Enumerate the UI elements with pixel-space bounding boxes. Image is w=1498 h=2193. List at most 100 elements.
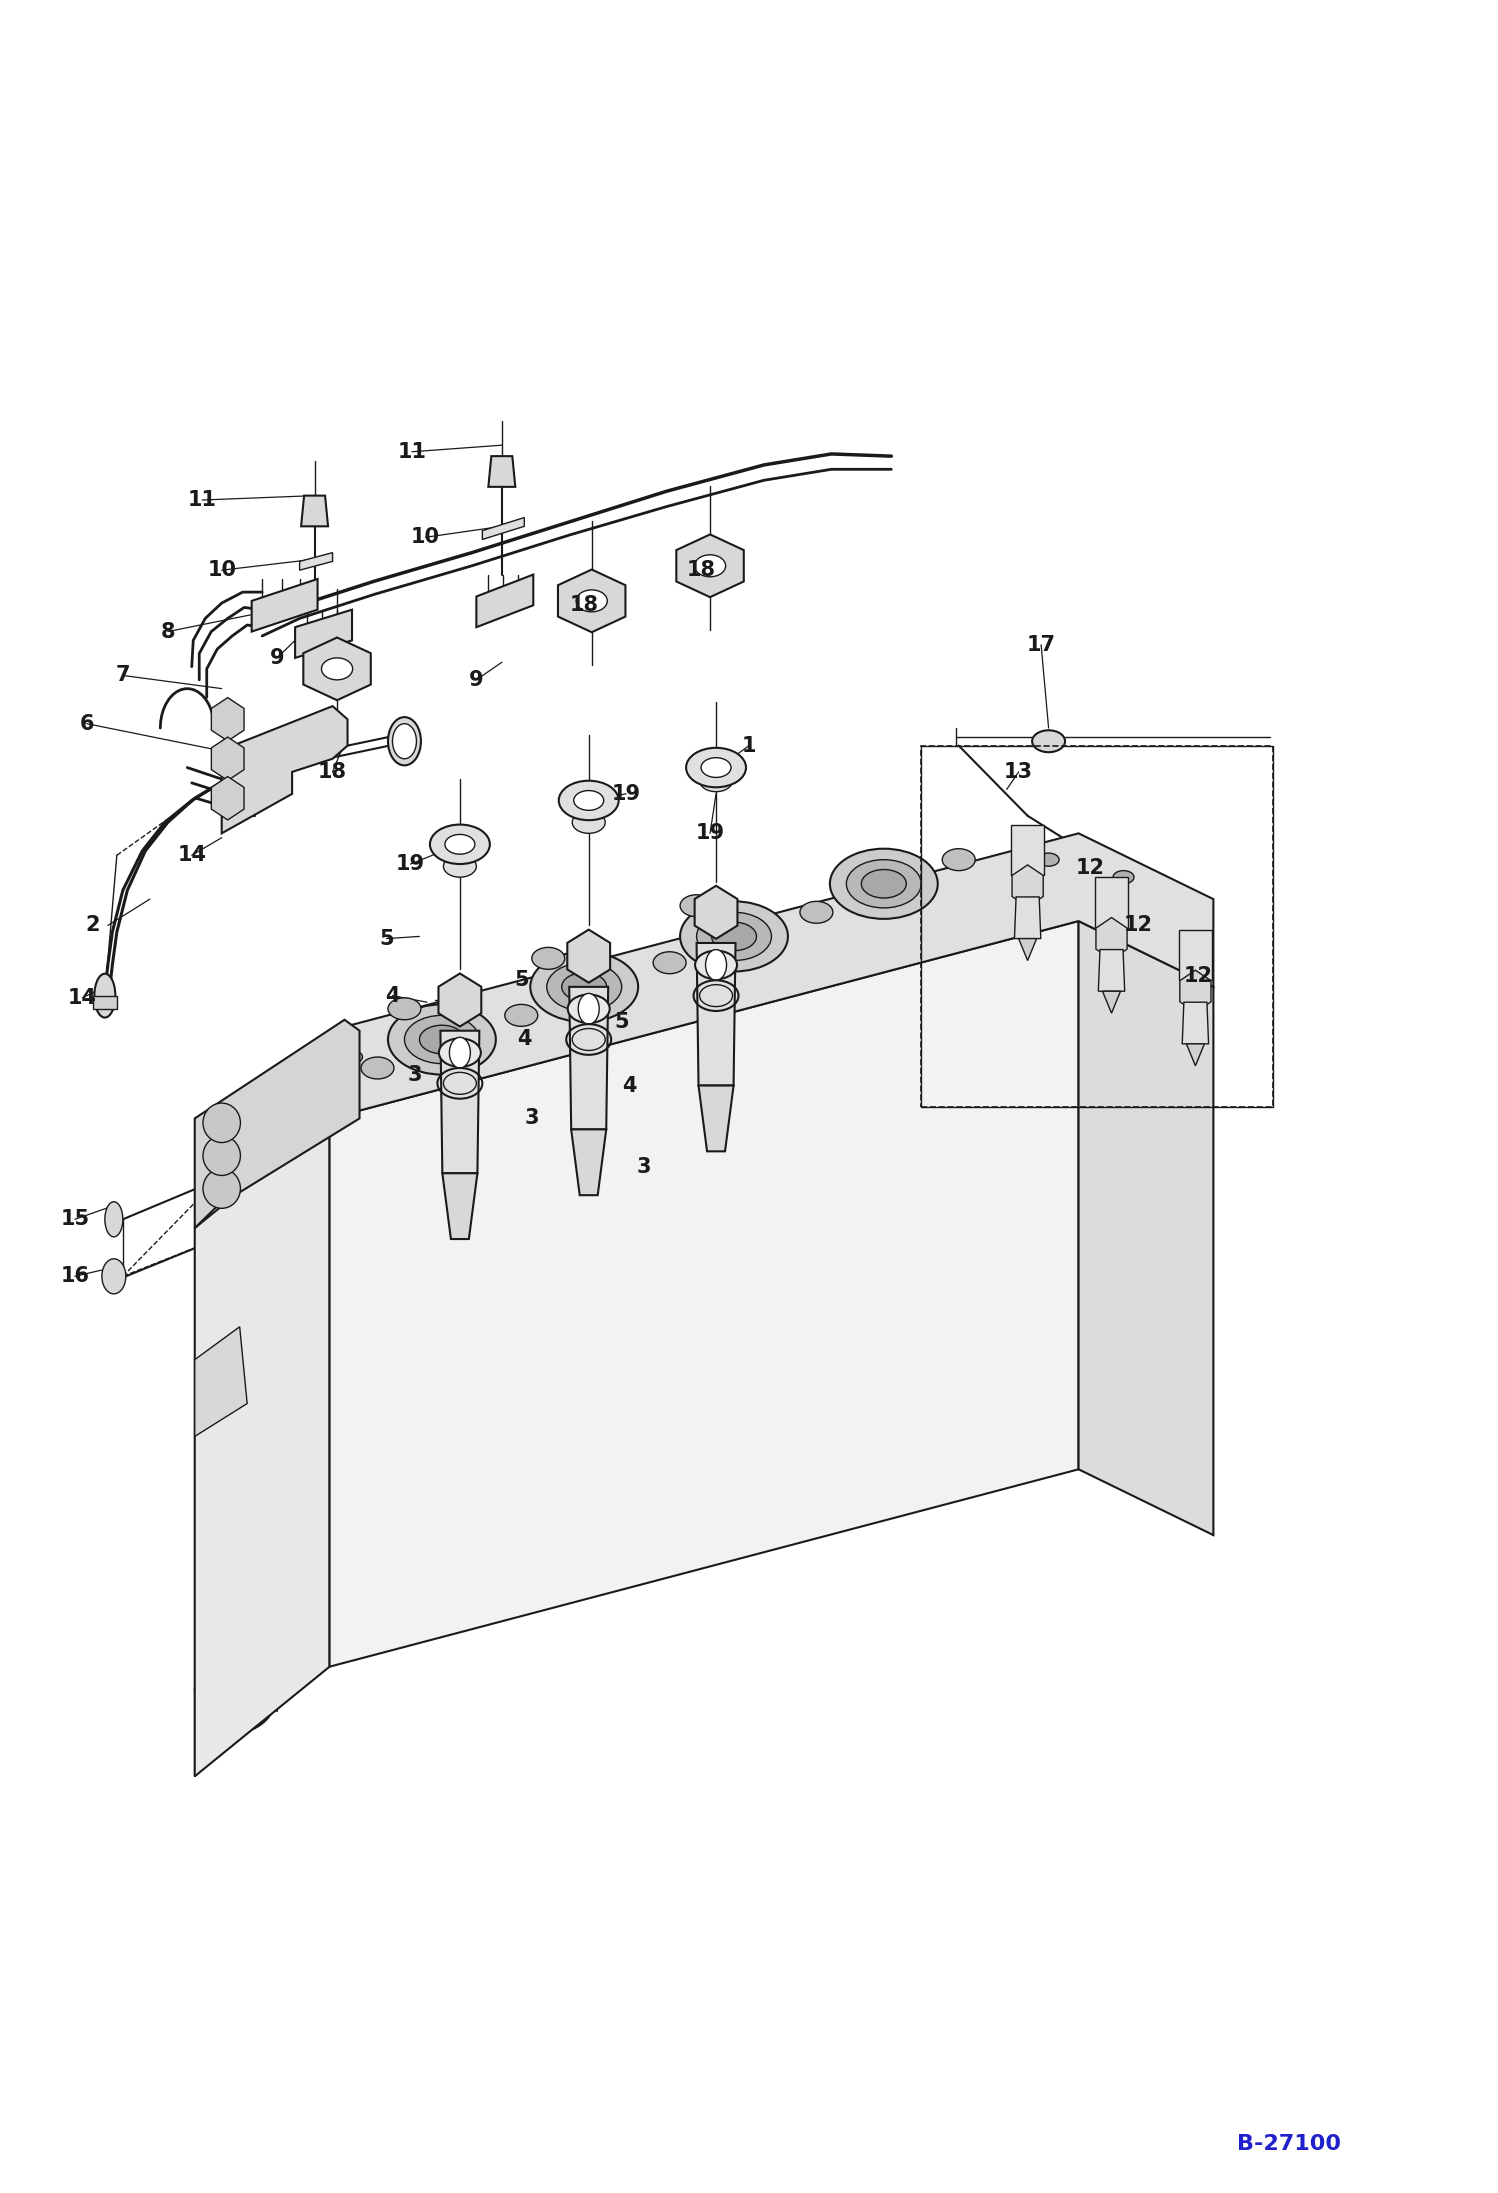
- Circle shape: [102, 1259, 126, 1294]
- Polygon shape: [1011, 825, 1044, 875]
- Ellipse shape: [559, 781, 619, 820]
- Ellipse shape: [530, 952, 638, 1022]
- Polygon shape: [330, 921, 1079, 1667]
- Text: 16: 16: [60, 1265, 90, 1287]
- Ellipse shape: [547, 963, 622, 1011]
- Ellipse shape: [439, 1037, 481, 1066]
- Polygon shape: [1097, 917, 1126, 961]
- Ellipse shape: [202, 1136, 240, 1175]
- Polygon shape: [1013, 864, 1043, 908]
- Text: 5: 5: [514, 969, 529, 991]
- Circle shape: [578, 993, 599, 1024]
- Circle shape: [392, 724, 416, 759]
- Ellipse shape: [1032, 730, 1065, 752]
- Text: 10: 10: [410, 526, 440, 548]
- Ellipse shape: [577, 590, 607, 612]
- Ellipse shape: [572, 811, 605, 833]
- Ellipse shape: [388, 717, 421, 765]
- Ellipse shape: [1113, 871, 1134, 884]
- Ellipse shape: [562, 974, 607, 1000]
- Text: 19: 19: [611, 783, 641, 805]
- Ellipse shape: [653, 952, 686, 974]
- Text: 7: 7: [115, 664, 130, 686]
- Ellipse shape: [361, 1057, 394, 1079]
- Ellipse shape: [94, 974, 115, 1018]
- Polygon shape: [695, 886, 737, 939]
- Polygon shape: [1095, 877, 1128, 928]
- Text: 14: 14: [177, 844, 207, 866]
- Text: 2: 2: [85, 914, 100, 936]
- Text: 15: 15: [60, 1208, 90, 1230]
- Text: 18: 18: [569, 594, 599, 616]
- Text: 12: 12: [1124, 914, 1153, 936]
- Polygon shape: [698, 1086, 734, 1151]
- Text: 8: 8: [160, 621, 175, 643]
- Text: 17: 17: [1026, 634, 1056, 656]
- Ellipse shape: [430, 825, 490, 864]
- Polygon shape: [195, 1020, 360, 1228]
- Polygon shape: [1179, 930, 1212, 980]
- Ellipse shape: [322, 658, 352, 680]
- Polygon shape: [1079, 921, 1213, 1535]
- Polygon shape: [482, 518, 524, 539]
- Text: 5: 5: [379, 928, 394, 950]
- Polygon shape: [488, 456, 515, 487]
- Text: 9: 9: [469, 669, 484, 691]
- Text: 11: 11: [187, 489, 217, 511]
- Text: 11: 11: [397, 441, 427, 463]
- Text: 10: 10: [207, 559, 237, 581]
- Text: 19: 19: [395, 853, 425, 875]
- Polygon shape: [1186, 1044, 1204, 1066]
- Polygon shape: [303, 638, 372, 700]
- Polygon shape: [211, 737, 244, 781]
- Text: 1: 1: [742, 735, 756, 757]
- Polygon shape: [476, 575, 533, 627]
- Text: 4: 4: [622, 1075, 637, 1096]
- Polygon shape: [442, 1173, 478, 1239]
- Polygon shape: [222, 706, 348, 833]
- Polygon shape: [1098, 950, 1125, 991]
- Ellipse shape: [419, 1026, 464, 1055]
- Text: 18: 18: [318, 761, 348, 783]
- Ellipse shape: [701, 757, 731, 779]
- Ellipse shape: [942, 849, 975, 871]
- Text: 18: 18: [686, 559, 716, 581]
- Text: 19: 19: [695, 822, 725, 844]
- Ellipse shape: [1038, 853, 1059, 866]
- Text: 13: 13: [1004, 761, 1034, 783]
- Polygon shape: [295, 610, 352, 658]
- Ellipse shape: [695, 555, 725, 577]
- Ellipse shape: [202, 1103, 240, 1143]
- Polygon shape: [1103, 991, 1121, 1013]
- Ellipse shape: [686, 748, 746, 787]
- Ellipse shape: [861, 868, 906, 899]
- Ellipse shape: [505, 1004, 538, 1026]
- Ellipse shape: [445, 836, 475, 855]
- Text: 4: 4: [385, 985, 400, 1007]
- Polygon shape: [1180, 969, 1210, 1013]
- Ellipse shape: [680, 901, 788, 971]
- Ellipse shape: [846, 860, 921, 908]
- Text: 12: 12: [1183, 965, 1213, 987]
- Text: 12: 12: [1076, 857, 1106, 879]
- Polygon shape: [195, 1327, 247, 1436]
- Text: 3: 3: [637, 1156, 652, 1178]
- Polygon shape: [1019, 939, 1037, 961]
- Polygon shape: [1014, 897, 1041, 939]
- Ellipse shape: [404, 1015, 479, 1064]
- Polygon shape: [211, 776, 244, 820]
- Ellipse shape: [443, 855, 476, 877]
- Ellipse shape: [680, 895, 713, 917]
- Polygon shape: [300, 553, 333, 570]
- Polygon shape: [1182, 1002, 1209, 1044]
- Text: 4: 4: [517, 1029, 532, 1050]
- Polygon shape: [697, 943, 736, 1086]
- Ellipse shape: [700, 770, 733, 792]
- Polygon shape: [557, 570, 626, 632]
- Text: 6: 6: [79, 713, 94, 735]
- Ellipse shape: [342, 1050, 363, 1064]
- Polygon shape: [440, 1031, 479, 1173]
- Text: 14: 14: [67, 987, 97, 1009]
- Ellipse shape: [697, 912, 771, 961]
- Text: 5: 5: [614, 1011, 629, 1033]
